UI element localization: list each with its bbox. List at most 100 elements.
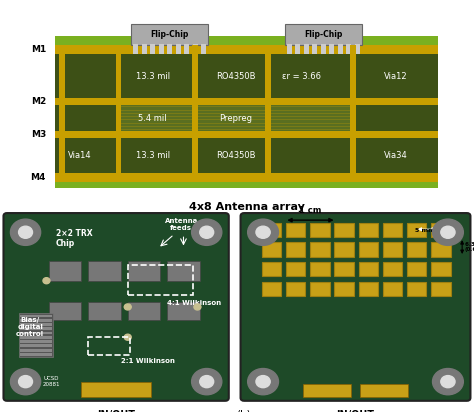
Bar [55, 37, 118, 45]
Bar [88, 302, 121, 320]
Bar [20, 336, 52, 339]
Bar [353, 37, 438, 45]
Bar [383, 262, 402, 276]
Bar [82, 382, 151, 397]
Bar [88, 260, 121, 281]
Bar [321, 44, 326, 54]
Bar [346, 44, 351, 54]
Text: εr = 3.66: εr = 3.66 [283, 72, 321, 81]
Bar [20, 328, 52, 330]
Bar [287, 44, 292, 54]
Bar [335, 262, 354, 276]
FancyBboxPatch shape [3, 213, 229, 401]
Bar [350, 45, 356, 182]
Bar [201, 44, 206, 54]
Text: Bias/
digital
control: Bias/ digital control [16, 317, 44, 337]
Bar [310, 223, 330, 237]
Circle shape [124, 334, 131, 340]
Text: M3: M3 [31, 130, 46, 139]
Circle shape [247, 219, 279, 246]
Bar [335, 281, 354, 296]
Bar [116, 45, 121, 182]
Bar [118, 54, 353, 98]
Bar [20, 353, 52, 356]
Bar [329, 44, 334, 54]
Bar [303, 384, 351, 397]
Circle shape [124, 304, 131, 310]
Bar [353, 131, 438, 138]
Text: RO4350B: RO4350B [216, 72, 255, 81]
Bar [358, 281, 378, 296]
Circle shape [441, 376, 455, 388]
Bar [312, 44, 317, 54]
Text: Flip-Chip: Flip-Chip [304, 30, 342, 39]
Bar [286, 223, 306, 237]
Bar [360, 384, 408, 397]
Bar [131, 24, 208, 45]
Bar [358, 242, 378, 257]
Text: 4:1 Wilkinson: 4:1 Wilkinson [167, 300, 221, 306]
Bar [407, 242, 427, 257]
Bar [55, 45, 118, 54]
Text: Prepreg: Prepreg [219, 114, 252, 122]
Bar [286, 262, 306, 276]
Bar [358, 223, 378, 237]
Bar [295, 44, 300, 54]
Bar [353, 98, 438, 105]
Circle shape [441, 226, 455, 238]
Text: Antenna
feeds: Antenna feeds [164, 218, 198, 231]
Text: Via34: Via34 [384, 151, 408, 159]
Text: M4: M4 [31, 173, 46, 183]
Bar [118, 35, 353, 189]
Circle shape [256, 376, 270, 388]
Bar [20, 319, 52, 322]
Bar [176, 44, 181, 54]
Bar [20, 315, 52, 317]
Bar [184, 44, 189, 54]
Bar [262, 281, 282, 296]
Text: IN/OUT: IN/OUT [337, 410, 374, 412]
Bar [353, 45, 438, 54]
Bar [55, 98, 118, 105]
Bar [358, 262, 378, 276]
Bar [128, 260, 160, 281]
Circle shape [247, 368, 279, 395]
Bar [118, 105, 353, 131]
Bar [431, 281, 451, 296]
Text: 1 cm: 1 cm [299, 206, 322, 215]
Circle shape [432, 219, 464, 246]
Bar [49, 302, 82, 320]
Bar [55, 131, 118, 138]
Bar [350, 45, 356, 182]
Text: 2:1 Wilkinson: 2:1 Wilkinson [121, 358, 174, 365]
Bar [20, 332, 52, 335]
Bar [20, 323, 52, 326]
Bar [338, 44, 343, 54]
Bar [431, 242, 451, 257]
Circle shape [194, 304, 201, 310]
Circle shape [10, 368, 41, 395]
Bar [18, 313, 54, 357]
Bar [142, 44, 146, 54]
Text: Via12: Via12 [384, 72, 408, 81]
Bar [59, 45, 65, 182]
Bar [55, 173, 118, 182]
Bar [55, 35, 118, 189]
Text: 5 mm (0.5λ): 5 mm (0.5λ) [415, 228, 457, 233]
Text: M2: M2 [31, 97, 46, 106]
Bar [167, 44, 172, 54]
Circle shape [200, 376, 214, 388]
Bar [310, 281, 330, 296]
Bar [310, 262, 330, 276]
Circle shape [10, 219, 41, 246]
Bar [304, 44, 309, 54]
Bar [265, 45, 271, 182]
Bar [20, 344, 52, 347]
Bar [431, 262, 451, 276]
Bar [383, 242, 402, 257]
Text: RO4350B: RO4350B [216, 151, 255, 159]
Circle shape [200, 226, 214, 238]
Bar [407, 223, 427, 237]
Bar [262, 262, 282, 276]
Bar [355, 44, 360, 54]
